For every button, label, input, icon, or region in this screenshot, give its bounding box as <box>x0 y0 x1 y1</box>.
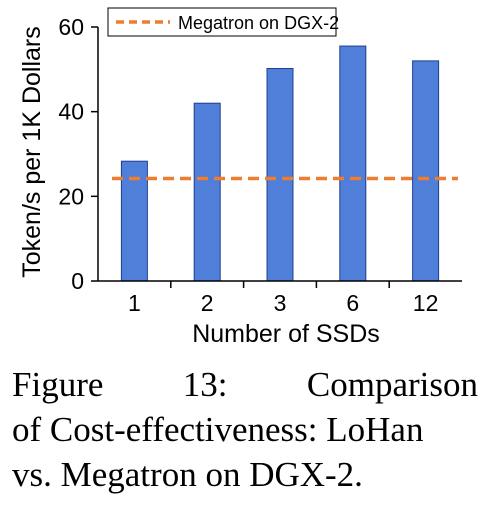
y-axis-ticks: 0 20 40 60 <box>58 14 98 294</box>
legend-label: Megatron on DGX-2 <box>178 13 339 33</box>
caption-line-1: Figure 13: Comparison <box>12 362 478 407</box>
caption-word-comparison: Comparison <box>306 365 478 404</box>
figure-caption: Figure 13: Comparison of Cost-effectiven… <box>12 362 478 497</box>
x-axis-label: Number of SSDs <box>192 320 380 348</box>
caption-word-figure: Figure <box>12 365 104 404</box>
x-tick-label: 12 <box>413 290 439 316</box>
x-axis-ticks: 1 2 3 6 12 <box>128 281 438 316</box>
x-tick-label: 1 <box>128 290 141 316</box>
caption-line-2: of Cost-effectiveness: LoHan <box>12 410 424 449</box>
x-tick-label: 2 <box>201 290 214 316</box>
bar-3 <box>266 67 294 282</box>
bar-12 <box>412 60 440 282</box>
caption-line-3: vs. Megatron on DGX-2. <box>12 455 363 494</box>
y-tick-label: 20 <box>58 183 84 209</box>
legend: Megatron on DGX-2 <box>107 7 339 37</box>
y-tick-label: 40 <box>58 99 84 125</box>
bars <box>120 45 440 282</box>
caption-word-number: 13: <box>182 365 228 404</box>
y-tick-label: 0 <box>71 268 84 294</box>
y-tick-label: 60 <box>58 14 84 40</box>
x-tick-label: 6 <box>346 290 359 316</box>
bar-2 <box>193 102 221 282</box>
bar-6 <box>339 45 367 282</box>
y-axis-label: Token/s per 1K Dollars <box>18 26 46 278</box>
x-tick-label: 3 <box>274 290 287 316</box>
bar-1 <box>120 160 148 282</box>
